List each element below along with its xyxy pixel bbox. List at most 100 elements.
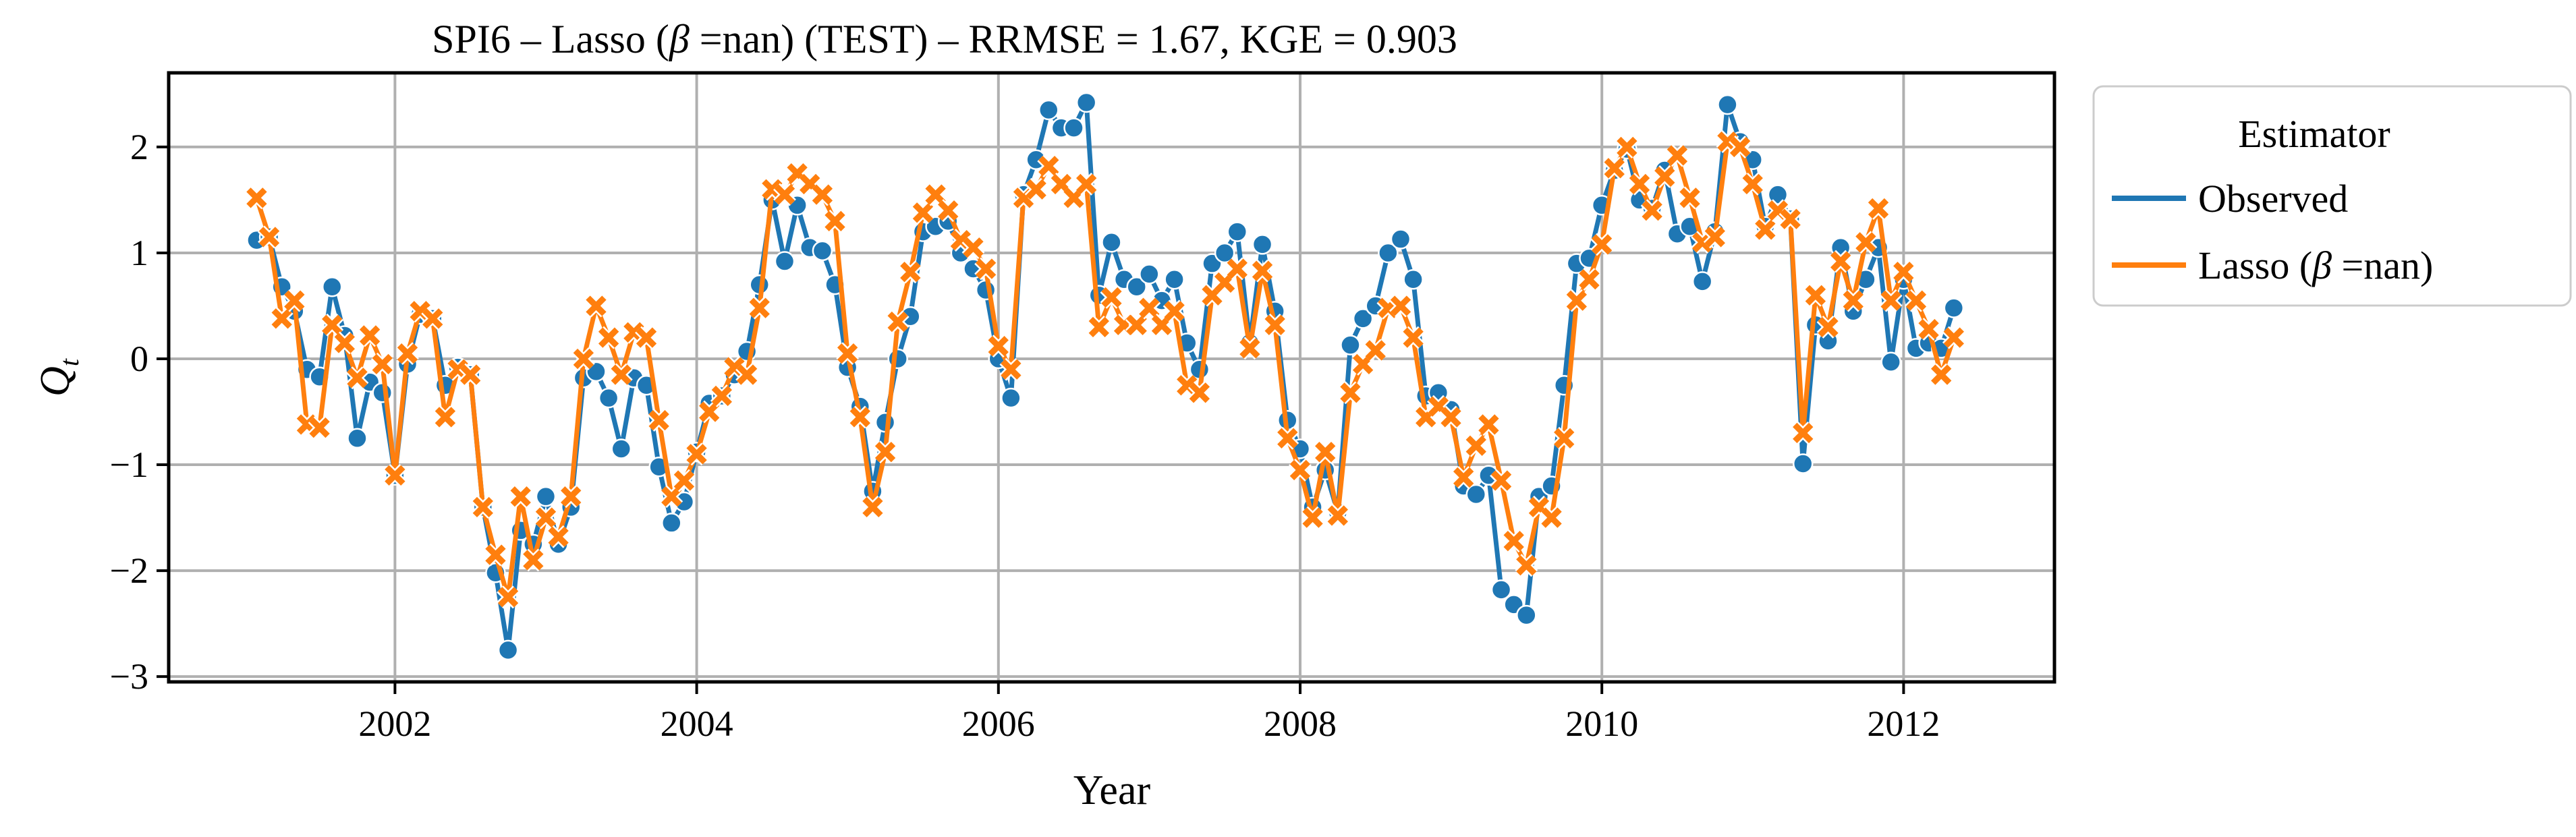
data-point-lasso — [500, 589, 516, 605]
data-point-observed — [1793, 454, 1812, 473]
data-point-observed — [1693, 272, 1712, 291]
data-point-observed — [775, 252, 794, 271]
data-point-observed — [889, 349, 907, 368]
data-point-lasso — [1556, 430, 1572, 446]
data-point-lasso — [827, 213, 843, 229]
data-point-observed — [813, 241, 832, 260]
y-tick-label: −1 — [110, 444, 148, 485]
data-point-lasso — [312, 420, 328, 436]
data-point-lasso — [1141, 300, 1157, 316]
data-point-lasso — [877, 444, 893, 460]
data-point-lasso — [362, 327, 378, 343]
legend-title: Estimator — [2238, 112, 2390, 156]
data-point-lasso — [387, 467, 403, 484]
data-point-lasso — [286, 293, 302, 309]
data-point-lasso — [864, 499, 880, 515]
data-point-lasso — [399, 345, 416, 362]
data-point-lasso — [651, 412, 667, 428]
y-tick-label: −2 — [110, 550, 148, 591]
data-point-observed — [612, 440, 631, 459]
data-point-lasso — [1342, 384, 1358, 401]
data-point-lasso — [1656, 169, 1673, 185]
data-point-lasso — [487, 547, 503, 563]
data-point-lasso — [1368, 342, 1384, 358]
data-point-lasso — [1581, 271, 1597, 287]
data-point-lasso — [1795, 425, 1811, 441]
data-point-lasso — [1933, 367, 1949, 383]
data-point-observed — [1077, 93, 1096, 112]
chart-title: SPI6 – Lasso (β =nan) (TEST) – RRMSE = 1… — [432, 17, 1457, 61]
data-point-observed — [1341, 336, 1360, 355]
data-point-observed — [347, 429, 366, 448]
data-point-lasso — [777, 187, 793, 203]
data-point-observed — [1253, 235, 1272, 254]
data-point-lasso — [663, 488, 679, 504]
data-point-lasso — [1279, 430, 1295, 446]
data-point-observed — [1065, 119, 1084, 138]
data-point-lasso — [1669, 147, 1685, 163]
data-point-lasso — [814, 187, 831, 203]
data-point-lasso — [1040, 158, 1057, 174]
data-point-lasso — [990, 338, 1007, 354]
data-point-lasso — [915, 204, 931, 221]
y-tick-label: 1 — [130, 233, 148, 273]
data-point-lasso — [600, 330, 617, 346]
data-point-lasso — [852, 409, 868, 425]
x-tick-label: 2006 — [962, 703, 1035, 744]
data-point-lasso — [1707, 229, 1723, 245]
data-point-lasso — [689, 446, 705, 462]
data-point-lasso — [588, 297, 605, 314]
x-tick-label: 2010 — [1565, 703, 1638, 744]
x-tick-label: 2002 — [358, 703, 431, 744]
data-point-lasso — [1078, 176, 1094, 192]
data-point-lasso — [513, 488, 529, 504]
data-point-lasso — [1544, 510, 1560, 526]
data-point-lasso — [274, 310, 290, 326]
data-point-lasso — [424, 310, 441, 326]
data-point-lasso — [1267, 317, 1283, 333]
data-point-lasso — [1393, 297, 1409, 314]
data-point-lasso — [1946, 330, 1962, 346]
legend-label-lasso: Lasso (β =nan) — [2198, 243, 2433, 287]
data-point-lasso — [337, 335, 353, 351]
data-point-lasso — [1254, 263, 1270, 279]
data-point-observed — [1001, 388, 1020, 407]
data-point-observed — [599, 388, 618, 407]
data-point-lasso — [1003, 362, 1019, 378]
data-point-lasso — [1682, 190, 1698, 206]
data-point-lasso — [1103, 289, 1119, 306]
data-point-observed — [536, 487, 555, 506]
y-tick-label: 0 — [130, 339, 148, 379]
data-point-lasso — [248, 190, 264, 206]
data-point-lasso — [462, 367, 478, 383]
data-point-lasso — [551, 529, 567, 545]
data-point-observed — [373, 383, 392, 402]
data-point-observed — [1140, 264, 1158, 283]
data-point-observed — [1404, 270, 1423, 289]
data-point-lasso — [1857, 234, 1874, 250]
data-point-lasso — [538, 510, 554, 526]
data-point-lasso — [1455, 469, 1472, 486]
y-tick-label: −3 — [110, 656, 148, 697]
data-point-lasso — [1167, 303, 1183, 319]
data-point-lasso — [1229, 261, 1245, 277]
data-point-lasso — [1832, 254, 1849, 270]
data-point-observed — [1165, 270, 1184, 289]
data-point-lasso — [1908, 293, 1924, 309]
data-point-lasso — [437, 409, 453, 425]
data-point-lasso — [1921, 321, 1937, 337]
data-point-lasso — [525, 552, 541, 568]
data-point-observed — [1228, 223, 1247, 241]
data-point-lasso — [1820, 319, 1836, 335]
data-point-lasso — [1644, 202, 1660, 219]
data-point-lasso — [1569, 293, 1585, 309]
data-point-lasso — [475, 499, 491, 515]
data-point-lasso — [1241, 340, 1258, 356]
data-point-lasso — [701, 404, 717, 420]
data-point-observed — [662, 513, 681, 532]
data-point-lasso — [890, 314, 906, 330]
data-point-lasso — [978, 261, 994, 277]
x-tick-label: 2008 — [1264, 703, 1337, 744]
data-point-observed — [1517, 606, 1536, 625]
